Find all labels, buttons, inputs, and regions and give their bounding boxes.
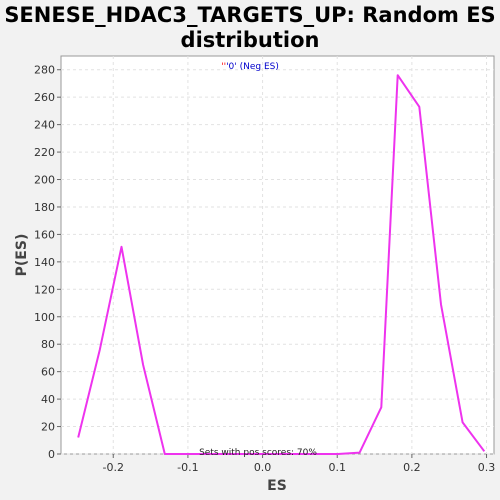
y-tick-label: 180: [34, 201, 55, 214]
x-axis-ticks: -0.2 -0.1 0.0 0.1 0.2 0.3: [103, 454, 496, 474]
y-axis-ticks: 0 20 40 60 80 100 120 140 160 180 200 220 240 260 280: [34, 64, 61, 461]
y-tick-label: 200: [34, 174, 55, 187]
y-tick-label: 260: [34, 91, 55, 104]
legend-quote: '': [221, 62, 226, 72]
y-tick-label: 0: [48, 448, 55, 461]
series-layer: [77, 74, 486, 455]
y-tick-label: 160: [34, 228, 55, 241]
y-tick-label: 220: [34, 146, 55, 159]
chart-title-line2: distribution: [181, 28, 320, 52]
pos-scores-annotation: Sets with pos scores: 70%: [199, 448, 317, 458]
x-tick-label: 0.0: [254, 461, 272, 474]
x-tick-label: -0.2: [103, 461, 124, 474]
y-tick-label: 20: [41, 421, 55, 434]
y-tick-label: 120: [34, 283, 55, 296]
y-tick-label: 60: [41, 366, 55, 379]
legend: '''0' (Neg ES): [221, 62, 279, 72]
y-tick-label: 80: [41, 338, 55, 351]
series-line: [77, 74, 486, 455]
y-tick-label: 280: [34, 64, 55, 77]
y-tick-label: 100: [34, 311, 55, 324]
chart-title-line1: SENESE_HDAC3_TARGETS_UP: Random ES: [4, 3, 495, 27]
y-tick-label: 40: [41, 393, 55, 406]
x-tick-label: -0.1: [177, 461, 198, 474]
x-axis-title: ES: [267, 478, 287, 494]
legend-label: '0' (Neg ES): [226, 62, 279, 72]
y-axis-title: P(ES): [14, 234, 30, 277]
plot-area: [60, 55, 495, 455]
grid-lines: [61, 56, 494, 455]
x-tick-label: 0.1: [328, 461, 346, 474]
x-tick-label: 0.3: [478, 461, 496, 474]
y-tick-label: 140: [34, 256, 55, 269]
x-tick-label: 0.2: [403, 461, 421, 474]
y-tick-label: 240: [34, 119, 55, 132]
